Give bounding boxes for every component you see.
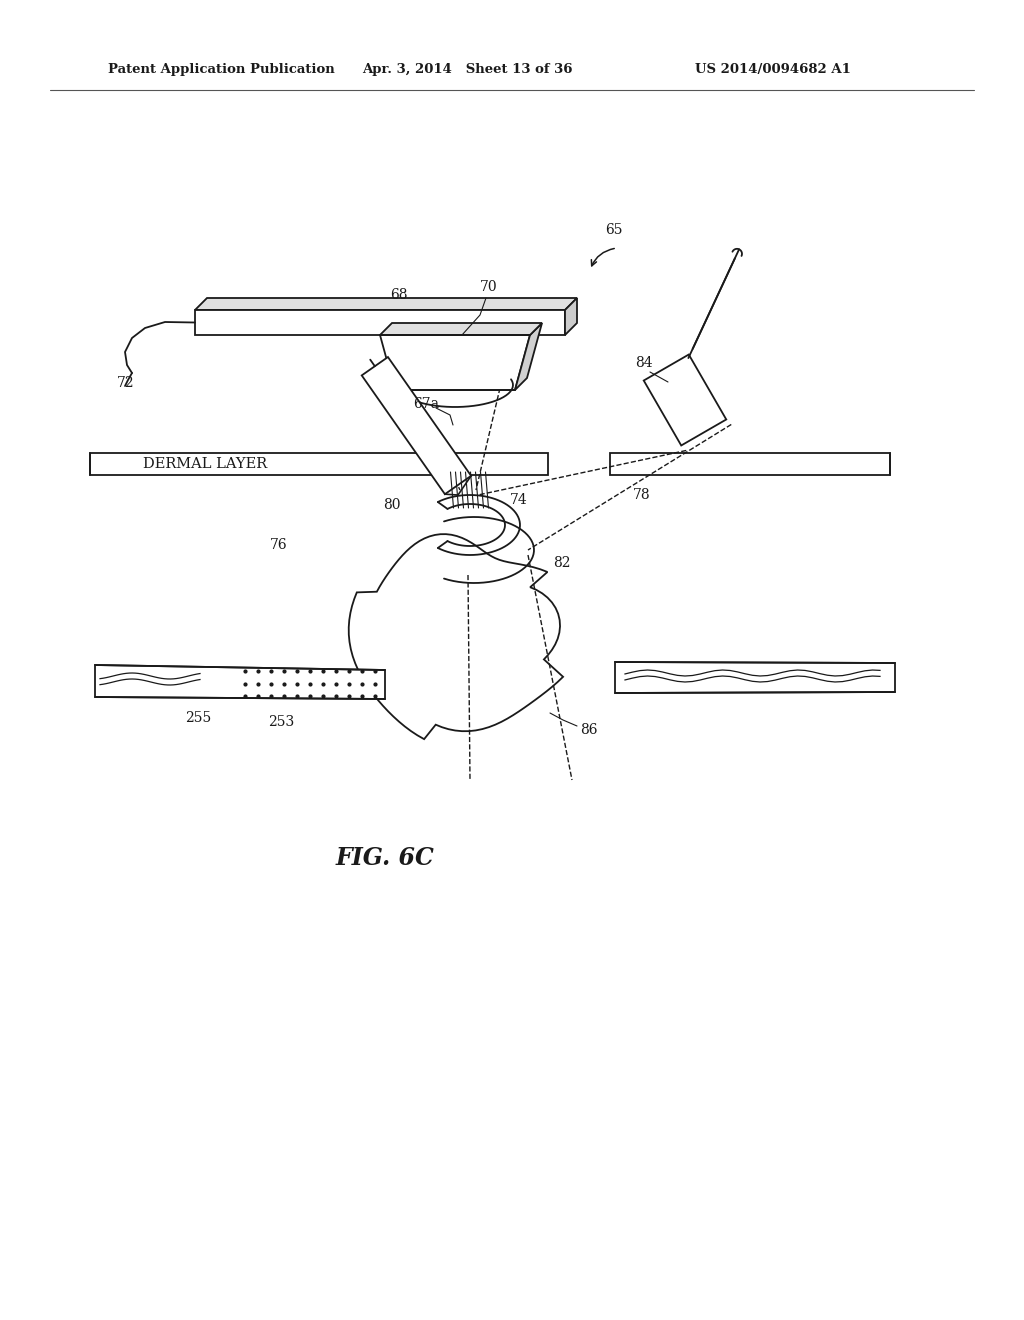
Polygon shape: [615, 663, 895, 693]
Text: 253: 253: [268, 715, 294, 729]
Text: US 2014/0094682 A1: US 2014/0094682 A1: [695, 63, 851, 77]
Text: 84: 84: [635, 356, 652, 370]
Text: 86: 86: [580, 723, 597, 737]
Text: DERMAL LAYER: DERMAL LAYER: [143, 457, 267, 471]
Text: 74: 74: [510, 492, 527, 507]
Polygon shape: [195, 310, 565, 335]
Text: 65: 65: [605, 223, 623, 238]
Polygon shape: [95, 665, 385, 700]
Polygon shape: [349, 535, 563, 739]
Polygon shape: [380, 335, 530, 389]
Polygon shape: [90, 453, 548, 475]
Text: FIG. 6C: FIG. 6C: [336, 846, 434, 870]
Text: 76: 76: [270, 539, 288, 552]
Text: 68: 68: [390, 288, 408, 302]
Polygon shape: [644, 355, 726, 445]
Polygon shape: [610, 453, 890, 475]
Text: 255: 255: [185, 711, 211, 725]
Text: 67a: 67a: [413, 397, 439, 411]
Text: Patent Application Publication: Patent Application Publication: [108, 63, 335, 77]
Text: 78: 78: [633, 488, 650, 502]
Polygon shape: [361, 356, 471, 494]
Polygon shape: [515, 323, 542, 389]
Text: 80: 80: [383, 498, 400, 512]
Text: 70: 70: [480, 280, 498, 294]
Polygon shape: [380, 323, 542, 335]
Polygon shape: [195, 298, 577, 310]
Text: Apr. 3, 2014   Sheet 13 of 36: Apr. 3, 2014 Sheet 13 of 36: [362, 63, 572, 77]
Text: 82: 82: [553, 556, 570, 570]
Polygon shape: [565, 298, 577, 335]
Text: 72: 72: [117, 376, 134, 389]
